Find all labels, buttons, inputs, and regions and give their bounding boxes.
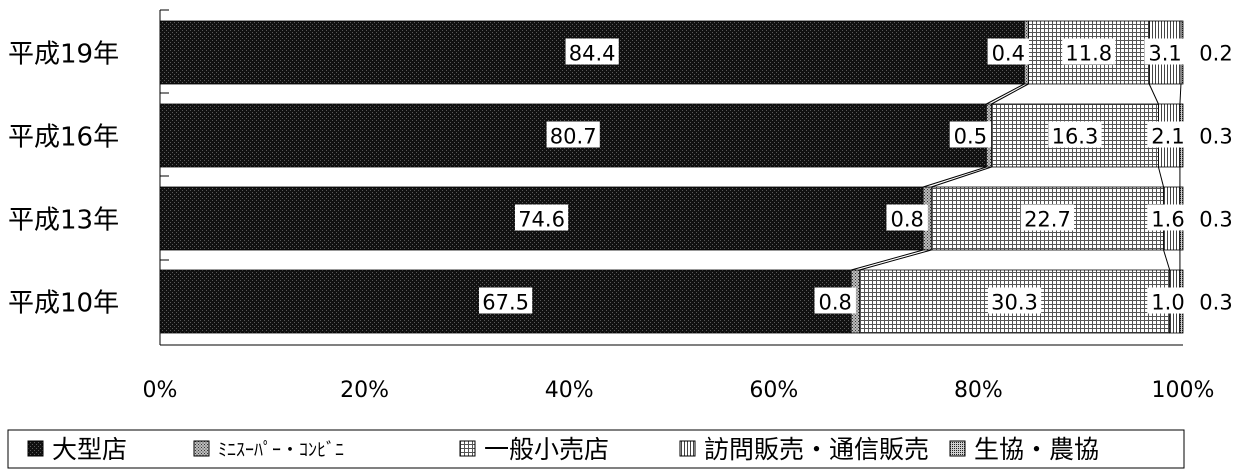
legend-swatch [193,440,210,457]
value-label: 1.0 [1151,291,1184,315]
category-label: 平成10年 [8,289,119,319]
value-label: 0.8 [819,291,852,315]
legend-label: 訪問販売・通信販売 [704,435,929,464]
bars [159,20,1184,334]
legend: 大型店 ﾐﾆｽｰﾊﾟｰ・ｺﾝﾋﾞﾆ 一般小売店 訪問販売・通信販売 生協・農協 [7,429,1185,469]
value-label: 30.3 [991,291,1038,315]
value-label: 80.7 [550,125,597,149]
series-line [1163,249,1171,271]
value-label-bg [1147,287,1189,314]
series-line [859,249,932,271]
legend-swatch [679,440,696,457]
value-label-bg [814,287,856,314]
series-line [923,166,987,188]
series-line [1179,83,1182,105]
value-label: 0.3 [1199,125,1232,149]
value-label: 16.3 [1052,125,1099,149]
legend-swatch [459,440,476,457]
legend-swatch [949,440,966,457]
x-tick-label: 100% [1152,378,1215,403]
value-label: 0.2 [1199,42,1232,66]
value-labels: 84.4 0.4 11.8 3.1 0.2 80.7 0.5 16.3 2.1 0.3 74.6 0.… [479,38,1233,315]
value-label: 3.1 [1148,42,1181,66]
value-label: 2.1 [1151,125,1184,149]
value-label: 0.3 [1199,208,1232,232]
value-label: 74.6 [518,208,565,232]
value-label-bg [1048,121,1102,148]
value-label: 11.8 [1065,42,1112,66]
value-label-bg [565,38,619,65]
value-label-bg [546,121,600,148]
value-label-bg [1147,121,1189,148]
x-tick-label: 40% [545,378,594,403]
series-line [991,83,1029,105]
x-tick-label: 80% [954,378,1003,403]
value-label: 67.5 [482,291,529,315]
value-label-bg [1062,38,1116,65]
value-label-bg [987,287,1042,314]
value-label-bg [1144,38,1186,65]
x-tick-label: 60% [749,378,798,403]
value-label-bg [886,204,928,231]
value-label: 84.4 [569,42,616,66]
value-label: 22.7 [1024,208,1071,232]
value-label-bg [479,287,533,314]
value-label-bg [987,38,1029,65]
series-line [986,83,1025,105]
category-label: 平成19年 [8,40,119,70]
x-tick-labels: 0% 20% 40% 60% 80% 100% [143,378,1215,403]
category-label: 平成16年 [8,123,119,153]
value-label: 0.5 [954,125,987,149]
value-label-bg [1147,204,1189,231]
value-label-bg [514,204,569,231]
legend-label: ﾐﾆｽｰﾊﾟｰ・ｺﾝﾋﾞﾆ [218,440,344,461]
value-label-bg [1020,204,1075,231]
value-label-bg [949,121,992,148]
value-label: 0.3 [1199,291,1232,315]
value-label: 0.8 [890,208,923,232]
series-lines [851,83,1182,271]
legend-label: 大型店 [52,435,127,464]
legend-swatch [27,440,44,457]
series-line [1148,83,1159,105]
x-tick-label: 20% [340,378,389,403]
value-label: 1.6 [1151,208,1184,232]
series-line [931,166,992,188]
series-line [1157,166,1165,188]
legend-label: 一般小売店 [484,435,609,464]
series-line [851,249,924,271]
value-label: 0.4 [992,42,1025,66]
legend-label: 生協・農協 [974,435,1099,464]
bar-segment [930,186,1164,251]
category-label: 平成13年 [8,206,119,236]
x-tick-label: 0% [143,378,178,403]
